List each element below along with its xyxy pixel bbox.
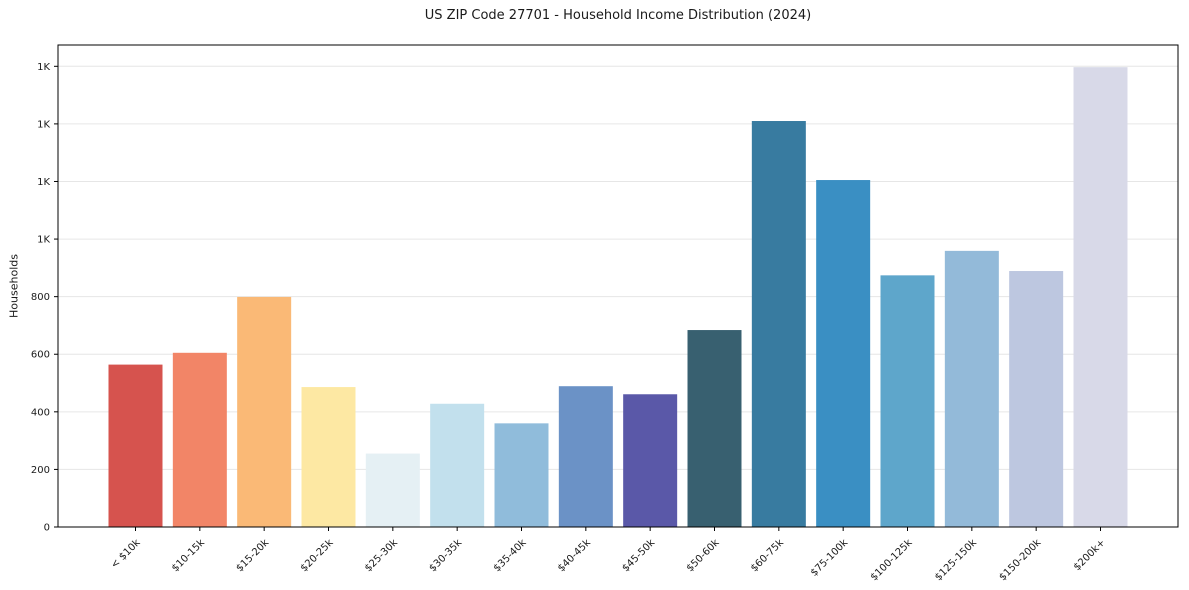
x-tick-label: $25-30k — [363, 537, 400, 574]
x-tick-label: $20-25k — [299, 537, 336, 574]
x-tick-label: $40-45k — [556, 537, 593, 574]
y-tick-label: 1K — [37, 235, 50, 246]
bar-$45-50k — [623, 394, 678, 527]
axes-frame — [57, 44, 1179, 528]
y-tick-label: 1K — [37, 119, 50, 130]
x-tick-label: $150-200k — [997, 537, 1043, 583]
y-tick-label: 800 — [31, 292, 50, 303]
bar-$20-25k — [301, 387, 356, 527]
x-tick-label: $35-40k — [492, 537, 529, 574]
chart-title: US ZIP Code 27701 - Household Income Dis… — [424, 8, 812, 23]
bar-$200k+ — [1073, 67, 1128, 528]
x-tick-label: $15-20k — [234, 537, 271, 574]
bar-$75-100k — [816, 180, 871, 527]
x-tick-label: $200k+ — [1072, 537, 1108, 573]
bar-$35-40k — [494, 423, 549, 527]
y-tick-label: 200 — [31, 465, 50, 476]
y-tick-label: 1K — [37, 62, 50, 73]
x-tick-label: $30-35k — [427, 537, 464, 574]
y-tick-label: 400 — [31, 407, 50, 418]
x-tick-label: < $10k — [109, 537, 143, 571]
bar-$50-60k — [687, 330, 742, 527]
bar-$10-15k — [172, 352, 227, 527]
bar-$125-150k — [944, 250, 999, 527]
x-tick-label: $50-60k — [685, 537, 722, 574]
bar-$30-35k — [430, 403, 485, 527]
x-tick-label: $125-150k — [933, 537, 979, 583]
bar-$40-45k — [558, 386, 613, 527]
bar-$15-20k — [237, 296, 292, 527]
bar-< $10k — [108, 364, 163, 527]
x-tick-label: $100-125k — [869, 537, 915, 583]
x-tick-label: $60-75k — [749, 537, 786, 574]
y-tick-label: 1K — [37, 177, 50, 188]
x-tick-label: $10-15k — [170, 537, 207, 574]
bar-$100-125k — [880, 275, 935, 527]
bar-$60-75k — [751, 121, 806, 527]
y-tick-label: 0 — [44, 523, 50, 534]
bar-$150-200k — [1009, 271, 1064, 527]
x-tick-label: $45-50k — [620, 537, 657, 574]
x-tick-label: $75-100k — [809, 537, 851, 579]
y-tick-label: 600 — [31, 350, 50, 361]
bar-$25-30k — [365, 453, 420, 527]
